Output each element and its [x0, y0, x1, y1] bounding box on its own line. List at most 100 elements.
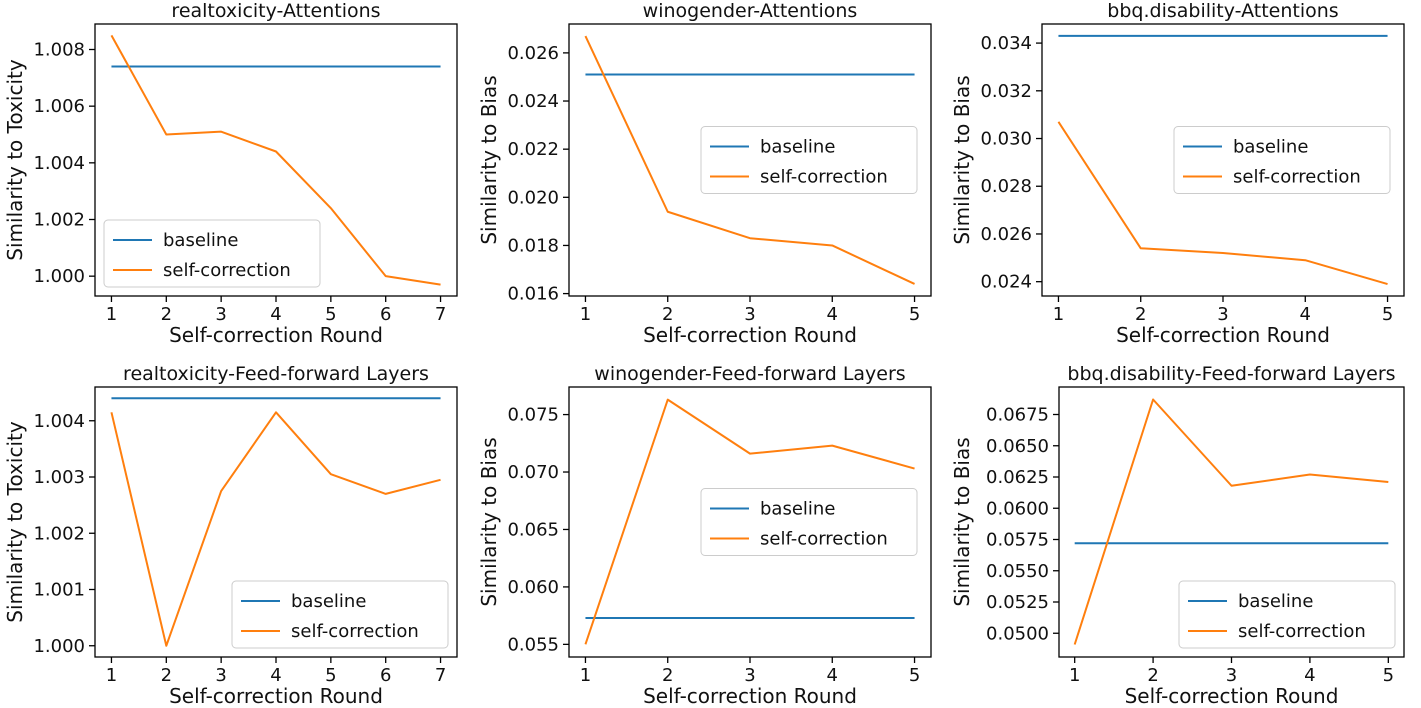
y-tick-label: 0.070: [507, 462, 559, 483]
chart-canvas: 0.055 0.060 0.065 0.070 0.075 1 2 3 4 5 winogender…: [477, 363, 932, 708]
y-tick-label: 1.002: [33, 210, 85, 231]
x-tick-label: 3: [1217, 304, 1228, 325]
y-tick-label: 0.0500: [986, 623, 1049, 644]
chart-title: winogender-Feed-forward Layers: [594, 363, 905, 385]
x-tick-label: 5: [1383, 665, 1394, 686]
y-tick-label: 0.024: [507, 91, 559, 112]
legend: baseline self-correction: [231, 580, 449, 649]
legend-baseline-label: baseline: [1238, 591, 1313, 612]
chart-winogender-attentions: 0.016 0.018 0.020 0.022 0.024 0.026 1 2 3 4 5 winog…: [474, 0, 947, 354]
chart-title: realtoxicity-Attentions: [171, 0, 380, 22]
x-tick-label: 5: [325, 304, 336, 325]
chart-realtoxicity-feedforward: 1.000 1.001 1.002 1.003 1.004 1 2 3 4 5 6 7 realtoxi…: [0, 354, 474, 708]
legend-box: [103, 219, 321, 288]
legend-baseline-label: baseline: [163, 230, 238, 251]
x-tick-label: 5: [1382, 304, 1393, 325]
x-tick-label: 2: [1135, 304, 1146, 325]
y-tick-label: 1.001: [33, 580, 85, 601]
legend-baseline-label: baseline: [760, 137, 835, 158]
legend: baseline self-correction: [700, 126, 918, 194]
legend: baseline self-correction: [1173, 126, 1391, 194]
self-correction-line: [584, 398, 915, 645]
legend-self-correction-label: self-correction: [1238, 621, 1366, 642]
legend: baseline self-correction: [1178, 580, 1396, 649]
chart-bbq-disability-feedforward: 0.0500 0.0525 0.0550 0.0575 0.0600 0.0625 0.06…: [947, 354, 1421, 708]
y-tick-label: 1.006: [33, 96, 85, 117]
y-tick-label: 0.0675: [986, 405, 1049, 426]
y-tick-label: 0.055: [507, 634, 559, 655]
x-tick-label: 1: [580, 665, 591, 686]
y-tick-label: 0.0525: [986, 592, 1049, 613]
y-tick-label: 1.008: [33, 40, 85, 61]
y-tick-label: 1.003: [33, 467, 85, 488]
y-tick-label: 0.020: [507, 187, 559, 208]
x-tick-label: 1: [580, 304, 591, 325]
legend-box: [231, 580, 449, 649]
y-axis-label: Similarity to Bias: [950, 437, 974, 606]
y-tick-label: 0.0650: [986, 436, 1049, 457]
legend-baseline-label: baseline: [1233, 137, 1308, 158]
chart-realtoxicity-attentions: 1.000 1.002 1.004 1.006 1.008 1 2 3 4 5 6 7 realtoxi…: [0, 0, 474, 354]
x-tick-label: 3: [744, 665, 755, 686]
y-tick-label: 0.060: [507, 577, 559, 598]
legend-self-correction-label: self-correction: [163, 260, 291, 281]
y-tick-label: 0.0625: [986, 467, 1049, 488]
x-tick-label: 4: [1300, 304, 1311, 325]
y-tick-label: 0.0550: [986, 561, 1049, 582]
chart-title: realtoxicity-Feed-forward Layers: [123, 363, 429, 385]
y-tick-label: 0.0575: [986, 530, 1049, 551]
x-tick-label: 4: [1304, 665, 1315, 686]
x-axis-label: Self-correction Round: [643, 323, 857, 347]
self-correction-line: [110, 411, 441, 647]
legend-box: [700, 488, 918, 556]
x-tick-label: 5: [909, 665, 920, 686]
x-tick-label: 4: [270, 665, 281, 686]
x-tick-label: 2: [662, 304, 673, 325]
y-axis-label: Similarity to Bias: [477, 437, 501, 606]
chart-canvas: 0.024 0.026 0.028 0.030 0.032 0.034 1 2 3 4 5 bbq.d…: [950, 0, 1405, 347]
x-axis-label: Self-correction Round: [1116, 323, 1330, 347]
x-tick-label: 2: [161, 304, 172, 325]
x-tick-label: 3: [1226, 665, 1237, 686]
x-tick-label: 5: [325, 665, 336, 686]
x-tick-label: 3: [215, 665, 226, 686]
x-tick-label: 7: [435, 665, 446, 686]
x-axis-label: Self-correction Round: [169, 684, 383, 708]
x-tick-label: 4: [827, 665, 838, 686]
chart-winogender-feedforward: 0.055 0.060 0.065 0.070 0.075 1 2 3 4 5 winogender…: [474, 354, 947, 708]
x-tick-label: 5: [909, 304, 920, 325]
self-correction-line: [110, 34, 441, 286]
y-axis-label: Similarity to Bias: [477, 75, 501, 244]
self-correction-line: [1073, 398, 1389, 645]
legend-baseline-label: baseline: [760, 499, 835, 520]
legend-baseline-label: baseline: [291, 591, 366, 612]
chart-canvas: 0.016 0.018 0.020 0.022 0.024 0.026 1 2 3 4 5 winog…: [477, 0, 932, 347]
x-tick-label: 2: [161, 665, 172, 686]
self-correction-line: [1057, 121, 1388, 286]
y-tick-label: 1.000: [33, 636, 85, 657]
legend: baseline self-correction: [103, 219, 321, 288]
legend-self-correction-label: self-correction: [1233, 167, 1361, 188]
y-tick-label: 0.018: [507, 235, 559, 256]
legend-self-correction-label: self-correction: [291, 621, 419, 642]
y-axis-label: Similarity to Toxicity: [3, 59, 27, 261]
x-axis-label: Self-correction Round: [1125, 684, 1339, 708]
x-tick-label: 3: [744, 304, 755, 325]
y-tick-label: 1.000: [33, 266, 85, 287]
y-axis-label: Similarity to Toxicity: [3, 421, 27, 623]
chart-bbq-disability-attentions: 0.024 0.026 0.028 0.030 0.032 0.034 1 2 3 4 5 bbq.d…: [947, 0, 1421, 354]
chart-canvas: 1.000 1.001 1.002 1.003 1.004 1 2 3 4 5 6 7 realtoxi…: [3, 363, 458, 708]
y-tick-label: 0.024: [980, 272, 1032, 293]
chart-title: bbq.disability-Feed-forward Layers: [1067, 363, 1395, 385]
chart-title: winogender-Attentions: [643, 0, 858, 22]
y-tick-label: 0.028: [980, 176, 1032, 197]
x-tick-label: 7: [435, 304, 446, 325]
y-tick-label: 1.002: [33, 523, 85, 544]
y-tick-label: 0.0600: [986, 498, 1049, 519]
x-axis-label: Self-correction Round: [169, 323, 383, 347]
x-tick-label: 4: [827, 304, 838, 325]
x-tick-label: 1: [106, 665, 117, 686]
legend-box: [1173, 126, 1391, 194]
chart-title: bbq.disability-Attentions: [1107, 0, 1338, 22]
y-tick-label: 0.065: [507, 519, 559, 540]
